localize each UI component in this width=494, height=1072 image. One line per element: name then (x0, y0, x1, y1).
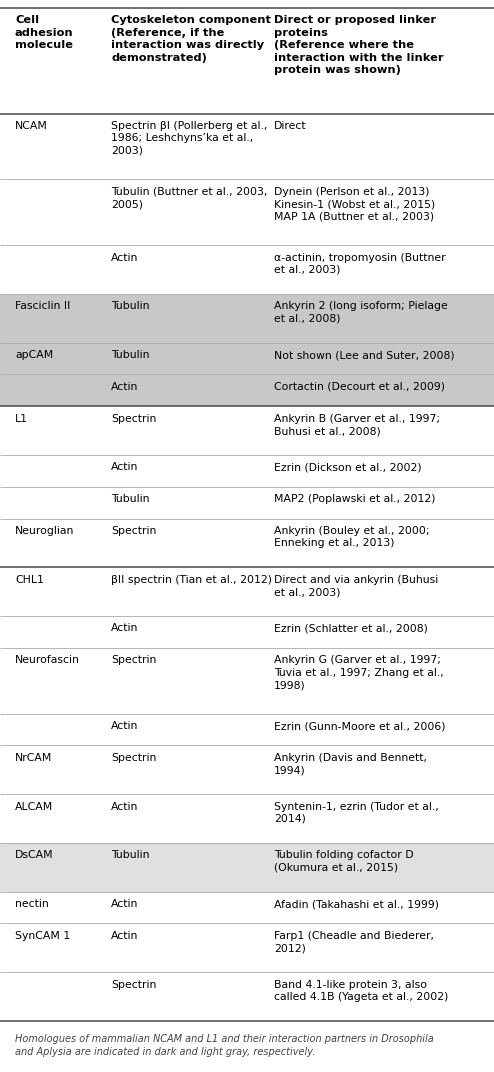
Bar (0, 114, 494, 294)
Text: Direct and via ankyrin (Buhusi
et al., 2003): Direct and via ankyrin (Buhusi et al., 2… (274, 575, 439, 597)
Text: NrCAM: NrCAM (15, 753, 52, 763)
Text: βII spectrin (Tian et al., 2012): βII spectrin (Tian et al., 2012) (111, 575, 272, 584)
Bar (0, 406, 494, 519)
Text: Spectrin: Spectrin (111, 753, 157, 763)
Text: Actin: Actin (111, 721, 139, 731)
Text: Cell
adhesion
molecule: Cell adhesion molecule (15, 15, 74, 50)
Text: DsCAM: DsCAM (15, 850, 53, 861)
Text: Actin: Actin (111, 930, 139, 941)
Text: Syntenin-1, ezrin (Tudor et al.,
2014): Syntenin-1, ezrin (Tudor et al., 2014) (274, 802, 439, 824)
Text: Cortactin (Decourt et al., 2009): Cortactin (Decourt et al., 2009) (274, 382, 445, 392)
Bar (0, 567, 494, 647)
Text: Actin: Actin (111, 462, 139, 473)
Text: Homologues of mammalian NCAM and L1 and their interaction partners in Drosophila: Homologues of mammalian NCAM and L1 and … (15, 1034, 434, 1057)
Text: L1: L1 (15, 414, 28, 423)
Text: Actin: Actin (111, 624, 139, 634)
Text: Spectrin: Spectrin (111, 980, 157, 989)
Bar (0, 892, 494, 923)
Text: Spectrin: Spectrin (111, 526, 157, 536)
Text: Tubulin: Tubulin (111, 850, 150, 861)
Text: Band 4.1-like protein 3, also
called 4.1B (Yageta et al., 2002): Band 4.1-like protein 3, also called 4.1… (274, 980, 449, 1002)
Text: Ezrin (Gunn-Moore et al., 2006): Ezrin (Gunn-Moore et al., 2006) (274, 721, 446, 731)
Bar (0, 923, 494, 1021)
Text: Ankyrin G (Garver et al., 1997;
Tuvia et al., 1997; Zhang et al.,
1998): Ankyrin G (Garver et al., 1997; Tuvia et… (274, 655, 444, 690)
Text: Not shown (Lee and Suter, 2008): Not shown (Lee and Suter, 2008) (274, 351, 455, 360)
Text: Ezrin (Dickson et al., 2002): Ezrin (Dickson et al., 2002) (274, 462, 422, 473)
Text: nectin: nectin (15, 899, 48, 909)
Text: apCAM: apCAM (15, 351, 53, 360)
Text: ALCAM: ALCAM (15, 802, 53, 812)
Text: Actin: Actin (111, 382, 139, 392)
Text: Tubulin: Tubulin (111, 301, 150, 311)
Text: Fasciclin II: Fasciclin II (15, 301, 70, 311)
Text: Actin: Actin (111, 802, 139, 812)
Text: Spectrin: Spectrin (111, 655, 157, 666)
Text: SynCAM 1: SynCAM 1 (15, 930, 70, 941)
Bar (0, 794, 494, 843)
Text: Neurofascin: Neurofascin (15, 655, 80, 666)
Text: Ankyrin 2 (long isoform; Pielage
et al., 2008): Ankyrin 2 (long isoform; Pielage et al.,… (274, 301, 448, 324)
Text: Ankyrin (Davis and Bennett,
1994): Ankyrin (Davis and Bennett, 1994) (274, 753, 427, 775)
Bar (0, 519, 494, 567)
Bar (0, 647, 494, 745)
Bar (0, 843, 494, 892)
Text: Direct or proposed linker
proteins
(Reference where the
interaction with the lin: Direct or proposed linker proteins (Refe… (274, 15, 444, 75)
Bar (0, 294, 494, 343)
Text: Cytoskeleton component
(Reference, if the
interaction was directly
demonstrated): Cytoskeleton component (Reference, if th… (111, 15, 271, 62)
Bar (0, 745, 494, 794)
Text: Tubulin folding cofactor D
(Okumura et al., 2015): Tubulin folding cofactor D (Okumura et a… (274, 850, 414, 873)
Text: CHL1: CHL1 (15, 575, 44, 584)
Text: α-actinin, tropomyosin (Buttner
et al., 2003): α-actinin, tropomyosin (Buttner et al., … (274, 253, 446, 276)
Bar (0, 343, 494, 406)
Text: Ankyrin (Bouley et al., 2000;
Enneking et al., 2013): Ankyrin (Bouley et al., 2000; Enneking e… (274, 526, 430, 549)
Text: MAP2 (Poplawski et al., 2012): MAP2 (Poplawski et al., 2012) (274, 494, 436, 504)
Text: Afadin (Takahashi et al., 1999): Afadin (Takahashi et al., 1999) (274, 899, 439, 909)
Text: Spectrin βI (Pollerberg et al.,
1986; Leshchyns’ka et al.,
2003): Spectrin βI (Pollerberg et al., 1986; Le… (111, 121, 268, 155)
Text: NCAM: NCAM (15, 121, 48, 131)
Text: Actin: Actin (111, 899, 139, 909)
Text: Actin: Actin (111, 253, 139, 263)
Text: Ankyrin B (Garver et al., 1997;
Buhusi et al., 2008): Ankyrin B (Garver et al., 1997; Buhusi e… (274, 414, 440, 436)
Text: Farp1 (Cheadle and Biederer,
2012): Farp1 (Cheadle and Biederer, 2012) (274, 930, 434, 953)
Text: Tubulin (Buttner et al., 2003,
2005): Tubulin (Buttner et al., 2003, 2005) (111, 187, 268, 209)
Bar (0, 8, 494, 114)
Text: Tubulin: Tubulin (111, 351, 150, 360)
Text: Ezrin (Schlatter et al., 2008): Ezrin (Schlatter et al., 2008) (274, 624, 428, 634)
Text: Direct: Direct (274, 121, 307, 131)
Text: Tubulin: Tubulin (111, 494, 150, 504)
Text: Neuroglian: Neuroglian (15, 526, 74, 536)
Text: Dynein (Perlson et al., 2013)
Kinesin-1 (Wobst et al., 2015)
MAP 1A (Buttner et : Dynein (Perlson et al., 2013) Kinesin-1 … (274, 187, 436, 222)
Text: Spectrin: Spectrin (111, 414, 157, 423)
